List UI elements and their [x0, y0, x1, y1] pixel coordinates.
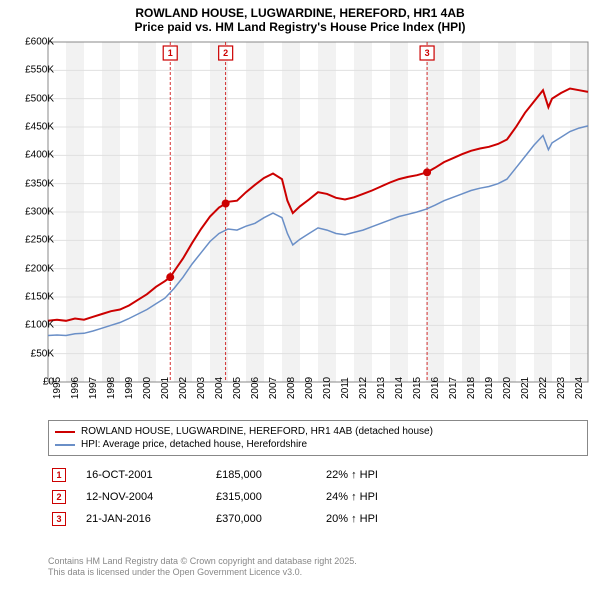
x-tick-label: 2024	[574, 377, 585, 399]
svg-text:3: 3	[425, 48, 430, 58]
event-date: 12-NOV-2004	[86, 491, 196, 503]
legend-label: HPI: Average price, detached house, Here…	[81, 439, 307, 450]
y-tick-label: £350K	[14, 178, 54, 189]
y-tick-label: £500K	[14, 93, 54, 104]
x-tick-label: 2021	[520, 377, 531, 399]
svg-text:1: 1	[168, 48, 173, 58]
svg-text:2: 2	[223, 48, 228, 58]
y-tick-label: £200K	[14, 263, 54, 274]
x-tick-label: 1999	[124, 377, 135, 399]
x-tick-label: 2006	[250, 377, 261, 399]
x-tick-label: 2002	[178, 377, 189, 399]
x-tick-label: 2023	[556, 377, 567, 399]
x-tick-label: 2016	[430, 377, 441, 399]
event-marker-icon: 1	[52, 468, 66, 482]
legend: ROWLAND HOUSE, LUGWARDINE, HEREFORD, HR1…	[48, 420, 588, 456]
x-tick-label: 1995	[52, 377, 63, 399]
event-delta: 22% ↑ HPI	[326, 469, 446, 481]
x-tick-label: 2010	[322, 377, 333, 399]
x-tick-label: 2009	[304, 377, 315, 399]
event-row: 2 12-NOV-2004 £315,000 24% ↑ HPI	[48, 486, 588, 508]
x-tick-label: 2004	[214, 377, 225, 399]
chart-title: ROWLAND HOUSE, LUGWARDINE, HEREFORD, HR1…	[0, 0, 600, 34]
legend-item: HPI: Average price, detached house, Here…	[55, 438, 581, 451]
x-tick-label: 2001	[160, 377, 171, 399]
legend-swatch	[55, 444, 75, 446]
x-tick-label: 2005	[232, 377, 243, 399]
y-tick-label: £550K	[14, 65, 54, 76]
y-tick-label: £400K	[14, 150, 54, 161]
x-tick-label: 2020	[502, 377, 513, 399]
event-price: £185,000	[216, 469, 306, 481]
y-tick-label: £150K	[14, 292, 54, 303]
x-tick-label: 2012	[358, 377, 369, 399]
x-tick-label: 2007	[268, 377, 279, 399]
y-tick-label: £50K	[14, 348, 54, 359]
event-delta: 24% ↑ HPI	[326, 491, 446, 503]
x-tick-label: 2014	[394, 377, 405, 399]
x-tick-label: 2008	[286, 377, 297, 399]
x-tick-label: 2017	[448, 377, 459, 399]
footnote-line1: Contains HM Land Registry data © Crown c…	[48, 556, 357, 567]
legend-swatch	[55, 431, 75, 433]
plot-svg: 1 2 3	[48, 42, 588, 382]
x-tick-label: 2019	[484, 377, 495, 399]
y-tick-label: £250K	[14, 235, 54, 246]
x-tick-label: 2003	[196, 377, 207, 399]
x-tick-label: 1998	[106, 377, 117, 399]
legend-item: ROWLAND HOUSE, LUGWARDINE, HEREFORD, HR1…	[55, 425, 581, 438]
chart-container: ROWLAND HOUSE, LUGWARDINE, HEREFORD, HR1…	[0, 0, 600, 590]
x-tick-label: 2011	[340, 377, 351, 399]
footnote-line2: This data is licensed under the Open Gov…	[48, 567, 357, 578]
events-table: 1 16-OCT-2001 £185,000 22% ↑ HPI 2 12-NO…	[48, 464, 588, 530]
title-line2: Price paid vs. HM Land Registry's House …	[0, 20, 600, 34]
x-tick-label: 2022	[538, 377, 549, 399]
event-row: 1 16-OCT-2001 £185,000 22% ↑ HPI	[48, 464, 588, 486]
y-tick-label: £0	[14, 377, 54, 388]
x-tick-label: 1997	[88, 377, 99, 399]
y-tick-label: £100K	[14, 320, 54, 331]
y-tick-label: £300K	[14, 207, 54, 218]
event-price: £370,000	[216, 513, 306, 525]
x-tick-label: 2013	[376, 377, 387, 399]
plot-area: 1 2 3	[48, 42, 588, 382]
legend-label: ROWLAND HOUSE, LUGWARDINE, HEREFORD, HR1…	[81, 426, 433, 437]
x-tick-label: 2018	[466, 377, 477, 399]
event-price: £315,000	[216, 491, 306, 503]
footnote: Contains HM Land Registry data © Crown c…	[48, 556, 357, 579]
x-tick-label: 1996	[70, 377, 81, 399]
event-marker-icon: 2	[52, 490, 66, 504]
x-tick-label: 2015	[412, 377, 423, 399]
event-marker-icon: 3	[52, 512, 66, 526]
event-delta: 20% ↑ HPI	[326, 513, 446, 525]
x-tick-label: 2000	[142, 377, 153, 399]
event-date: 16-OCT-2001	[86, 469, 196, 481]
y-tick-label: £600K	[14, 37, 54, 48]
y-tick-label: £450K	[14, 122, 54, 133]
event-row: 3 21-JAN-2016 £370,000 20% ↑ HPI	[48, 508, 588, 530]
event-date: 21-JAN-2016	[86, 513, 196, 525]
title-line1: ROWLAND HOUSE, LUGWARDINE, HEREFORD, HR1…	[0, 6, 600, 20]
